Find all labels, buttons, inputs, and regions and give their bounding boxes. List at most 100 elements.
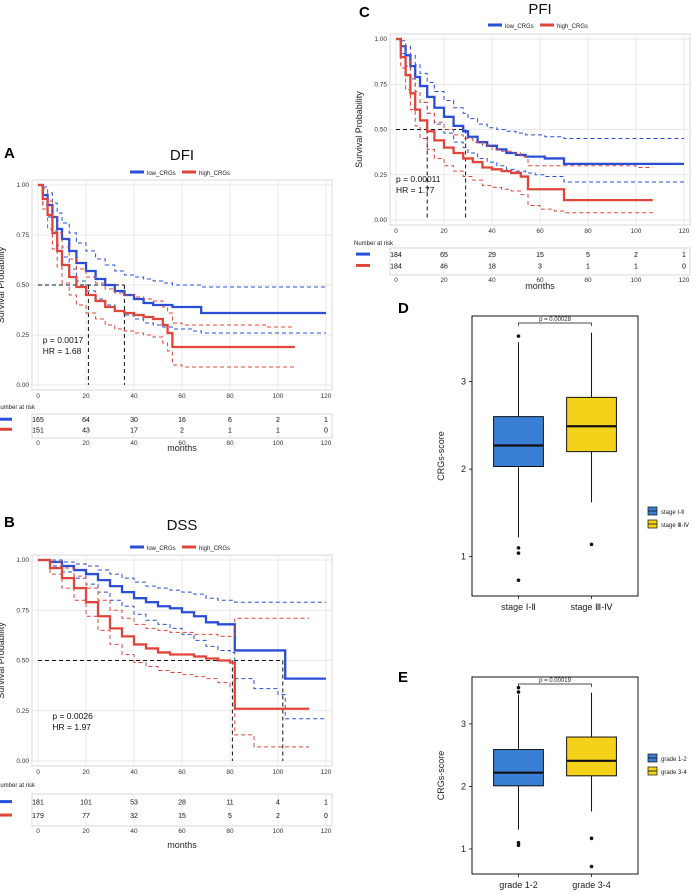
risk-count: 0 (324, 427, 328, 434)
x-tick-label: 60 (178, 393, 186, 400)
y-tick-label: 0.00 (16, 758, 29, 765)
risk-x-tick: 100 (631, 277, 642, 284)
x-tick-label: 80 (584, 228, 592, 235)
outlier-point (516, 690, 521, 694)
risk-count: 5 (586, 252, 590, 259)
outlier-point (516, 551, 521, 555)
y-tick-label: 1 (461, 552, 466, 562)
p-value-text: p = 0.0026 (52, 711, 93, 721)
y-tick-label: 0.75 (16, 607, 29, 614)
legend-label-low: low_CRGs (505, 24, 534, 30)
ci-lower-low (38, 184, 326, 334)
x-tick-label: stage Ⅲ-Ⅳ (571, 602, 614, 612)
risk-x-tick: 0 (36, 828, 40, 835)
p-value-text: p = 0.0017 (43, 335, 84, 345)
risk-count: 53 (130, 800, 138, 807)
legend-label-low: low_CRGs (147, 546, 176, 552)
risk-count: 2 (180, 427, 184, 434)
panel-label-E: E (398, 669, 408, 686)
y-tick-label: 2 (461, 464, 466, 474)
x-tick-label: grade 3-4 (572, 880, 611, 890)
risk-count: 15 (178, 813, 186, 820)
y-tick-label: 0.50 (374, 127, 387, 134)
x-axis-label: months (525, 281, 555, 291)
y-tick-label: 0.00 (16, 382, 29, 389)
x-tick-label: 40 (488, 228, 496, 235)
ci-upper-high (38, 559, 310, 637)
hr-text: HR = 1.97 (52, 722, 91, 732)
risk-x-tick: 80 (226, 440, 234, 447)
risk-x-tick: 60 (178, 828, 186, 835)
x-tick-label: 20 (82, 393, 90, 400)
box-high (566, 396, 617, 453)
legend-label: grade 3-4 (661, 770, 687, 776)
risk-count: 5 (228, 813, 232, 820)
x-tick-label: 20 (82, 769, 90, 776)
outlier-point (516, 334, 521, 338)
risk-count: 0 (682, 263, 686, 270)
x-tick-label: 60 (178, 769, 186, 776)
significance-bracket (518, 322, 592, 326)
y-axis-label: Survival Probability (0, 622, 6, 699)
ci-lower-low (38, 559, 326, 720)
outlier-point (516, 546, 521, 550)
x-axis-label: months (167, 443, 197, 453)
outlier-point (589, 836, 594, 841)
legend-label: stage Ⅰ-Ⅱ (661, 510, 684, 516)
survival-curve-low (38, 183, 326, 315)
x-tick-label: 80 (226, 769, 234, 776)
risk-x-tick: 100 (273, 440, 284, 447)
legend-label-high: high_CRGs (199, 171, 230, 177)
risk-count: 18 (488, 263, 496, 270)
risk-count: 15 (536, 252, 544, 259)
risk-count: 184 (390, 252, 402, 259)
risk-x-tick: 20 (440, 277, 448, 284)
legend-label-high: high_CRGs (557, 24, 588, 30)
x-tick-label: 0 (36, 393, 40, 400)
risk-count: 165 (32, 417, 44, 424)
ci-lower-high (38, 559, 310, 748)
x-tick-label: grade 1-2 (499, 880, 538, 890)
hr-text: HR = 1.77 (396, 185, 435, 195)
x-tick-label: 40 (130, 393, 138, 400)
x-tick-label: 100 (273, 769, 284, 776)
y-axis-label: Survival Probability (0, 246, 6, 323)
survival-curve-high (38, 558, 310, 710)
x-tick-label: 120 (321, 393, 332, 400)
y-tick-label: 1.00 (16, 557, 29, 564)
risk-count: 17 (130, 427, 138, 434)
x-tick-label: 60 (536, 228, 544, 235)
risk-x-tick: 40 (130, 828, 138, 835)
legend-label: stage Ⅲ-Ⅳ (661, 523, 689, 529)
risk-count: 1 (324, 800, 328, 807)
risk-x-tick: 120 (321, 828, 332, 835)
risk-count: 1 (634, 263, 638, 270)
hr-text: HR = 1.68 (43, 346, 82, 356)
legend-label-high: high_CRGs (199, 546, 230, 552)
panel-label-A: A (4, 145, 15, 162)
y-axis-label: Survival Probability (354, 91, 364, 168)
x-tick-label: 120 (321, 769, 332, 776)
risk-count: 43 (82, 427, 90, 434)
legend-label-low: low_CRGs (147, 171, 176, 177)
risk-count: 1 (682, 252, 686, 259)
outlier-point (589, 542, 594, 547)
risk-x-tick: 20 (82, 440, 90, 447)
risk-count: 32 (130, 813, 138, 820)
risk-count: 2 (276, 813, 280, 820)
outlier-point (589, 864, 594, 869)
ci-upper-high (396, 38, 653, 169)
panel-label-B: B (4, 514, 15, 531)
x-tick-label: 100 (273, 393, 284, 400)
y-tick-label: 2 (461, 781, 466, 791)
x-tick-label: 100 (631, 228, 642, 235)
x-tick-label: stage Ⅰ-Ⅱ (501, 602, 536, 612)
risk-count: 1 (228, 427, 232, 434)
x-tick-label: 0 (394, 228, 398, 235)
risk-count: 30 (130, 417, 138, 424)
panel-label-D: D (398, 300, 409, 317)
y-tick-label: 0.75 (16, 232, 29, 239)
risk-count: 0 (324, 813, 328, 820)
